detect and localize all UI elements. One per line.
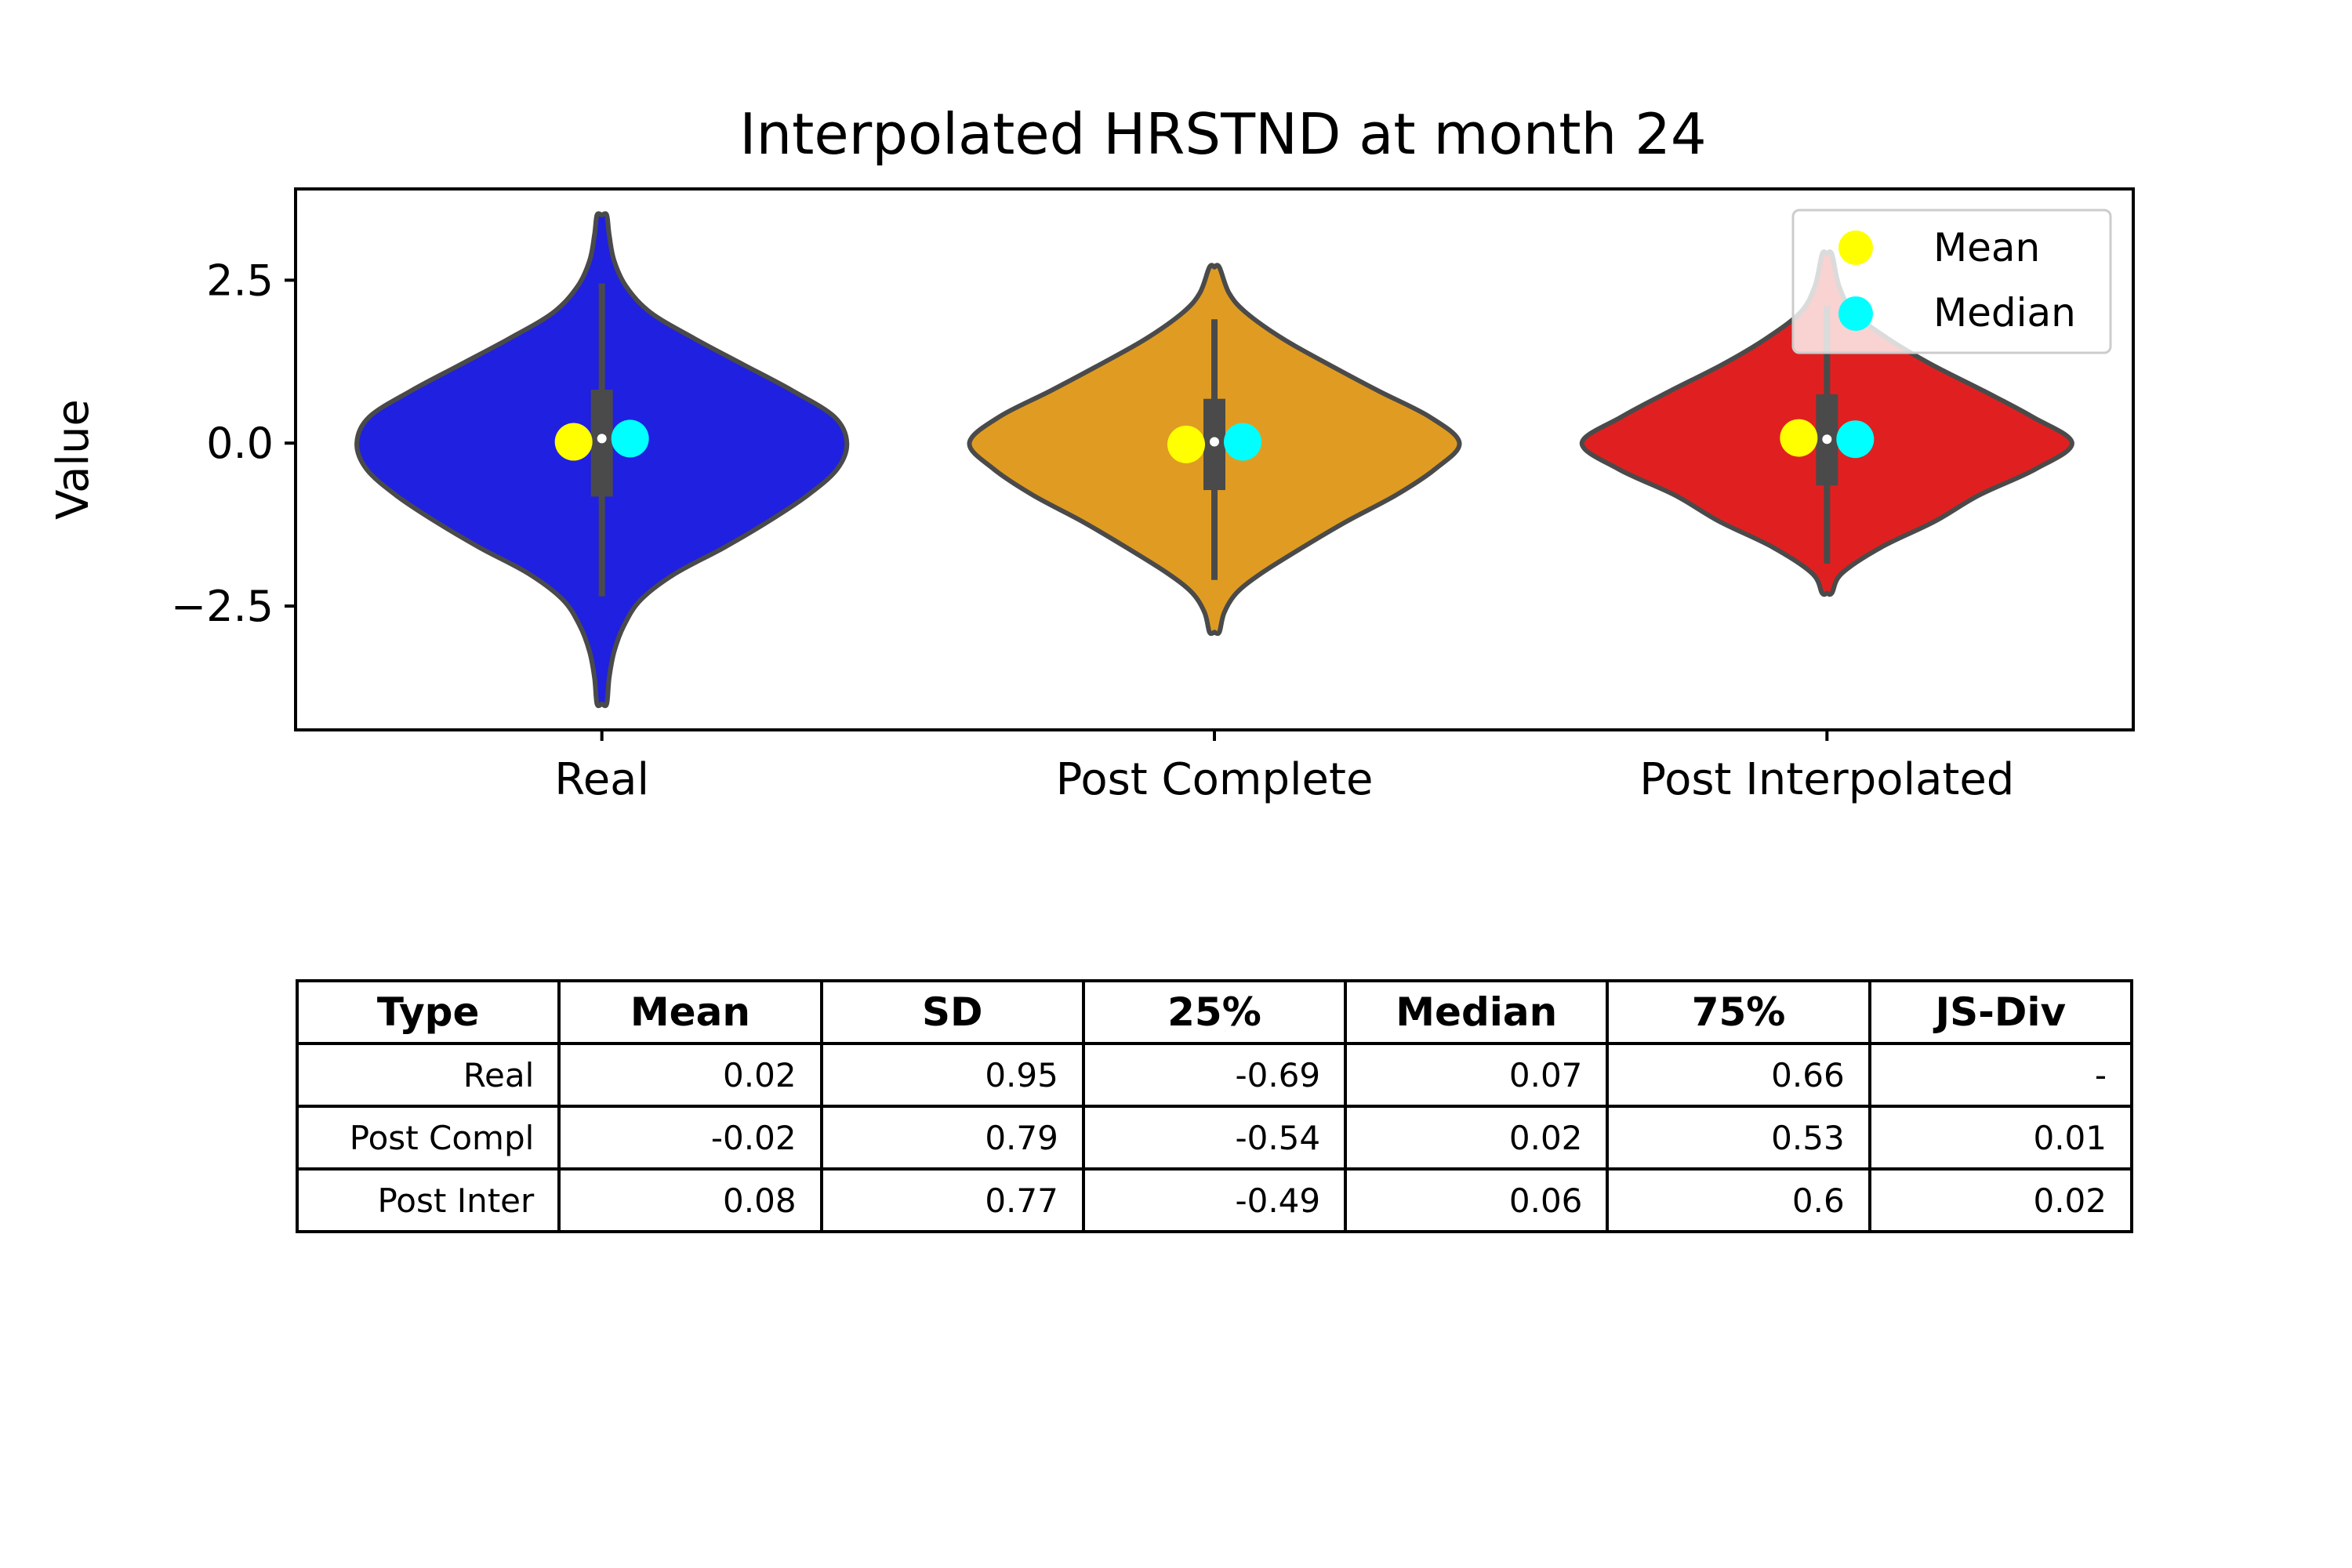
violin-median-dot xyxy=(1210,437,1219,447)
header-q75: 75% xyxy=(1606,979,1871,1045)
header-sd: SD xyxy=(819,979,1085,1045)
table-cell: 0.02 xyxy=(557,1042,823,1108)
table-cell: - xyxy=(1867,1042,2134,1108)
legend: Mean Median xyxy=(1791,209,2112,354)
table-cell: 0.95 xyxy=(819,1042,1085,1108)
violin-median-dot xyxy=(1822,434,1832,445)
violins xyxy=(354,211,2074,709)
x-tick-label: Real xyxy=(554,754,649,805)
stats-table: Type Mean SD 25% Median 75% JS-Div Real … xyxy=(295,979,2134,1233)
table-cell: 0.08 xyxy=(557,1167,823,1233)
table-cell: 0.66 xyxy=(1606,1042,1871,1108)
header-type: Type xyxy=(295,979,561,1045)
y-axis: −2.5 0.0 2.5 xyxy=(171,256,296,631)
x-tick-label: Post Interpolated xyxy=(1639,754,2014,805)
table-cell: -0.49 xyxy=(1081,1167,1348,1233)
y-tick-label: 2.5 xyxy=(206,256,274,305)
x-axis: Real Post Complete Post Interpolated xyxy=(554,730,2014,805)
x-tick-label: Post Complete xyxy=(1056,754,1374,805)
legend-mean-label: Mean xyxy=(1933,225,2040,270)
table-cell: -0.02 xyxy=(557,1105,823,1171)
table-row: Post Compl -0.02 0.79 -0.54 0.02 0.53 0.… xyxy=(295,1105,2134,1171)
legend-mean-marker xyxy=(1838,230,1873,265)
legend-median-marker xyxy=(1838,296,1873,331)
y-tick-label: −2.5 xyxy=(171,582,274,631)
mean-marker xyxy=(1167,425,1205,463)
legend-median-label: Median xyxy=(1933,290,2076,336)
table-header-row: Type Mean SD 25% Median 75% JS-Div xyxy=(295,979,2134,1045)
violin-post-complete xyxy=(967,263,1462,637)
median-marker xyxy=(1836,420,1875,459)
table-cell: 0.79 xyxy=(819,1105,1085,1171)
table-cell: Real xyxy=(295,1042,561,1108)
table-cell: 0.06 xyxy=(1344,1167,1610,1233)
table-cell: 0.02 xyxy=(1344,1105,1610,1171)
table-cell: Post Compl xyxy=(295,1105,561,1171)
violin-median-dot xyxy=(597,434,607,444)
table-row: Post Inter 0.08 0.77 -0.49 0.06 0.6 0.02 xyxy=(295,1167,2134,1233)
table-cell: 0.6 xyxy=(1606,1167,1871,1233)
violin-real xyxy=(354,211,850,709)
table-cell: 0.02 xyxy=(1867,1167,2134,1233)
table-cell: -0.54 xyxy=(1081,1105,1348,1171)
table-cell: 0.77 xyxy=(819,1167,1085,1233)
table-cell: 0.01 xyxy=(1867,1105,2134,1171)
table-row: Real 0.02 0.95 -0.69 0.07 0.66 - xyxy=(295,1042,2134,1108)
median-marker xyxy=(611,419,649,458)
y-tick-label: 0.0 xyxy=(206,419,274,468)
y-axis-label: Value xyxy=(48,399,99,520)
table-cell: 0.53 xyxy=(1606,1105,1871,1171)
table-cell: Post Inter xyxy=(295,1167,561,1233)
mean-marker xyxy=(554,423,593,461)
mean-marker xyxy=(1780,419,1818,457)
header-jsdiv: JS-Div xyxy=(1867,979,2134,1045)
table-cell: 0.07 xyxy=(1344,1042,1610,1108)
median-marker xyxy=(1224,423,1261,461)
violin-chart: Interpolated HRSTND at month 24 −2.5 0.0 2… xyxy=(48,101,2135,805)
header-mean: Mean xyxy=(557,979,823,1045)
header-q25: 25% xyxy=(1081,979,1348,1045)
chart-title: Interpolated HRSTND at month 24 xyxy=(739,101,1706,167)
header-median: Median xyxy=(1344,979,1610,1045)
table-cell: -0.69 xyxy=(1081,1042,1348,1108)
